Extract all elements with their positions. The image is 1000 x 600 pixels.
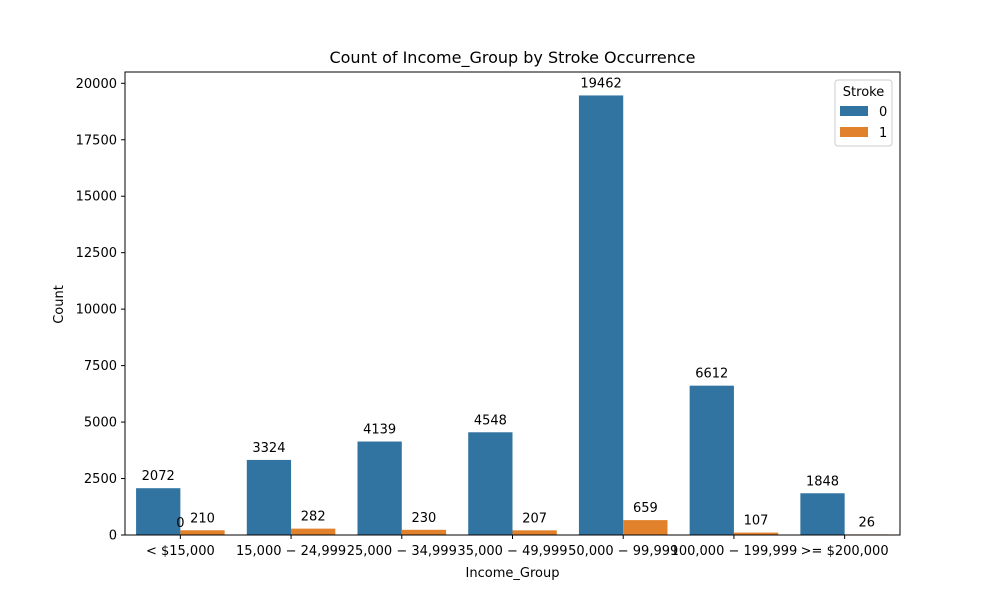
bar-series-1-cat-1 <box>291 528 336 535</box>
bar-series-0-cat-5 <box>689 385 734 535</box>
data-label-series-1-cat-6: 26 <box>859 515 876 530</box>
y-tick-label-5: 12500 <box>76 246 117 261</box>
x-axis-label: Income_Group <box>466 566 560 581</box>
x-tick-label-4: 50,000 − 99,999 <box>568 544 678 559</box>
x-tick-label-6: >= $200,000 <box>801 544 889 559</box>
data-label-series-1-cat-4: 659 <box>633 501 658 516</box>
data-label-series-1-cat-3: 207 <box>522 511 547 526</box>
y-tick-label-3: 7500 <box>84 359 117 374</box>
y-tick-label-6: 15000 <box>76 190 117 205</box>
bar-series-0-cat-6 <box>800 493 845 535</box>
y-axis-label: Count <box>52 285 67 324</box>
bar-series-1-cat-4 <box>623 520 668 535</box>
x-tick-label-0: < $15,000 <box>146 544 215 559</box>
data-label-series-0-cat-4: 19462 <box>580 76 621 91</box>
y-tick-label-7: 17500 <box>76 133 117 148</box>
data-label-series-0-cat-1: 3324 <box>252 441 285 456</box>
x-tick-label-5: 100,000 − 199,999 <box>671 544 798 559</box>
y-tick-label-1: 2500 <box>84 472 117 487</box>
x-tick-label-1: 15,000 − 24,999 <box>236 544 346 559</box>
y-tick-label-0: 0 <box>109 529 117 544</box>
bar-series-1-cat-3 <box>512 530 557 535</box>
data-label-series-1-cat-5: 107 <box>744 514 769 529</box>
legend-swatch-series-0 <box>840 106 868 116</box>
x-tick-label-3: 35,000 − 49,999 <box>457 544 567 559</box>
data-label-series-1-cat-0: 210 <box>190 511 215 526</box>
data-label-series-0-cat-3: 4548 <box>474 413 507 428</box>
y-tick-label-4: 10000 <box>76 303 117 318</box>
bar-series-1-cat-2 <box>401 529 447 535</box>
bar-series-0-cat-3 <box>468 432 513 535</box>
y-tick-label-8: 20000 <box>76 77 117 92</box>
data-label-series-0-cat-2: 4139 <box>363 423 396 438</box>
data-label-series-0-cat-6: 1848 <box>806 474 839 489</box>
legend-label-series-0: 0 <box>879 105 887 120</box>
legend-title: Stroke <box>843 85 884 100</box>
annotation-label-0: 0 <box>176 516 184 531</box>
bar-series-1-cat-5 <box>733 532 779 535</box>
chart-title: Count of Income_Group by Stroke Occurren… <box>329 48 695 68</box>
bar-series-0-cat-4 <box>578 95 624 535</box>
bar-series-0-cat-2 <box>357 441 402 535</box>
y-tick-label-2: 5000 <box>84 416 117 431</box>
bar-series-0-cat-0 <box>136 488 181 535</box>
bar-series-1-cat-0 <box>180 530 225 535</box>
data-label-series-0-cat-5: 6612 <box>695 367 728 382</box>
legend-label-series-1: 1 <box>879 126 887 141</box>
data-label-series-0-cat-0: 2072 <box>142 469 175 484</box>
legend-swatch-series-1 <box>840 127 868 137</box>
chart-legend: Stroke 0 1 <box>834 79 893 147</box>
data-label-series-1-cat-1: 282 <box>301 510 326 525</box>
bar-series-0-cat-1 <box>246 459 292 535</box>
x-tick-label-2: 25,000 − 34,999 <box>347 544 457 559</box>
data-label-series-1-cat-2: 230 <box>412 511 437 526</box>
